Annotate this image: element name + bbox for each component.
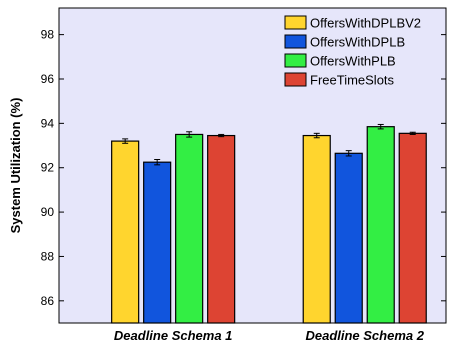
legend-swatch: [284, 15, 307, 30]
y-tick-label: 88: [41, 249, 55, 263]
axis-layer: 86 88 90 92 94 96 98 Deadline Schema 1 Deadline …: [41, 28, 446, 343]
y-tick-label: 94: [41, 116, 55, 130]
legend-swatch: [284, 72, 307, 87]
y-tick-label: 96: [41, 72, 55, 86]
bar: [143, 161, 172, 324]
bar: [175, 133, 204, 324]
legend: OffersWithDPLBV2 OffersWithDPLB OffersWith…: [284, 15, 421, 88]
bar: [398, 132, 427, 324]
bar: [111, 140, 140, 324]
bars-layer: [111, 123, 427, 324]
bar: [302, 134, 331, 324]
legend-swatch: [284, 53, 307, 68]
y-tick-label: 98: [41, 28, 55, 42]
y-axis-title: System Utilization (%): [8, 98, 23, 234]
bar: [207, 134, 236, 324]
legend-label: OffersWithDPLBV2: [310, 16, 421, 31]
y-tick-label: 86: [41, 294, 55, 308]
legend-swatch: [284, 34, 307, 49]
y-tick-label: 92: [41, 161, 55, 175]
bar: [366, 126, 395, 324]
x-category-label: Deadline Schema 2: [305, 328, 424, 343]
x-category-label: Deadline Schema 1: [114, 328, 233, 343]
plot-frame: [58, 7, 447, 324]
legend-label: FreeTimeSlots: [310, 73, 395, 88]
legend-label: OffersWithPLB: [310, 54, 396, 69]
legend-label: OffersWithDPLB: [310, 35, 405, 50]
y-tick-label: 90: [41, 205, 55, 219]
bar: [334, 152, 363, 324]
